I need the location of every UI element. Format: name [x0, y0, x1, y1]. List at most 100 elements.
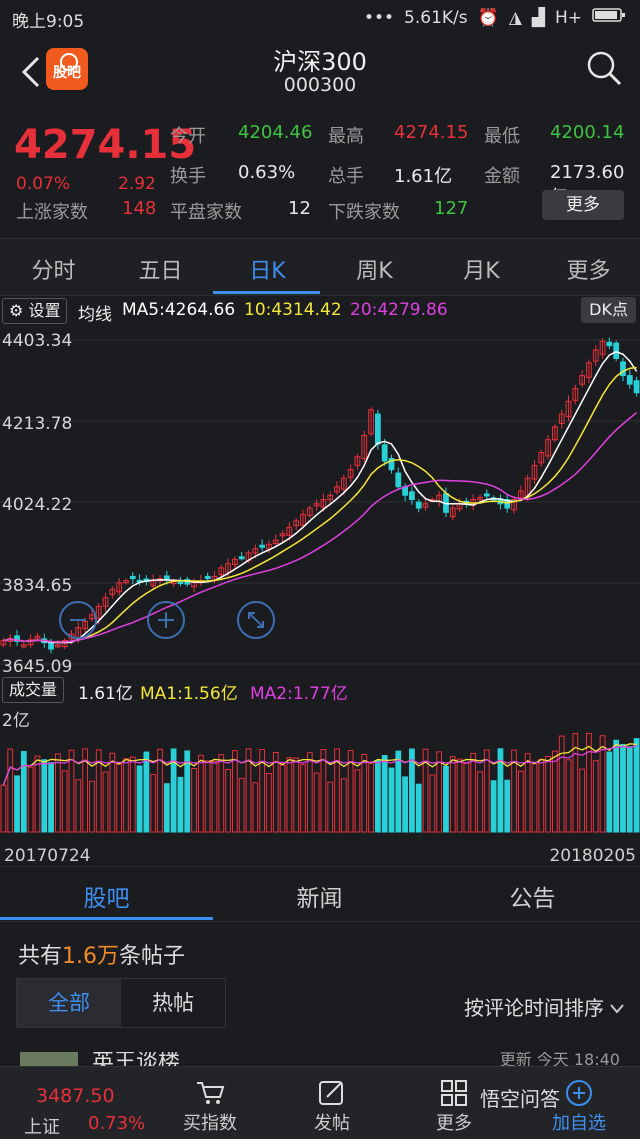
volume-bar-mark [279, 764, 286, 833]
tab-1[interactable]: 五日 [138, 259, 183, 284]
candle-body [320, 499, 327, 508]
volume-bar-mark [340, 778, 347, 833]
candle-body [14, 635, 20, 642]
kline-chart[interactable]: 4403.34 4213.78 4024.22 3834.65 3645.09 [0, 326, 640, 674]
volume-ma1: MA1:1.56亿 [140, 684, 238, 704]
candle-body [272, 539, 279, 545]
chart-settings-button[interactable]: ⚙ 设置 [2, 298, 68, 324]
candle-body [34, 635, 41, 639]
status-bar: 晚上9:05 ••• 5.61K/s ⏰ ◮ ▟ H+ [0, 0, 640, 34]
dk-point-button[interactable]: DK点 [581, 297, 636, 323]
volume-bar-mark [41, 759, 48, 833]
volume-bar-mark [599, 735, 606, 833]
volume-bar-mark [395, 750, 402, 833]
quote-value: 1.61亿 [394, 166, 453, 187]
index-name: 上证 [24, 1117, 60, 1138]
fullscreen-icon[interactable] [237, 601, 275, 639]
more-nav-button[interactable]: 更多 [414, 1067, 494, 1139]
index-change: 0.73% [88, 1113, 146, 1134]
volume-bar-mark [497, 748, 504, 833]
candle-body [327, 494, 334, 501]
volume-indicator-button[interactable]: 成交量 [2, 677, 65, 703]
volume-bar-mark [361, 753, 368, 833]
quote-label: 最高 [328, 126, 364, 147]
volume-chart[interactable]: 2亿 [0, 706, 640, 834]
volume-bar-mark [95, 749, 102, 833]
breadth-label: 下跌家数 [328, 202, 400, 223]
forum-tabs: 股吧 新闻 公告 [0, 866, 640, 922]
volume-bar-mark [245, 748, 252, 833]
candle-body [633, 380, 640, 394]
candle-body [504, 499, 511, 509]
volume-bar-mark [626, 746, 633, 833]
volume-bar-mark [327, 781, 334, 833]
candle-body [54, 644, 61, 648]
buy-index-button[interactable]: 买指数 [170, 1067, 250, 1139]
post-filter: 全部 热帖 [16, 978, 226, 1028]
post-preview[interactable]: 英王谈楼 更新 今天 18:40 [20, 1052, 620, 1066]
volume-y-tick: 2亿 [2, 711, 30, 731]
volume-bar-mark [48, 762, 54, 833]
volume-bar-mark [163, 783, 170, 833]
volume-bar-mark [586, 732, 592, 833]
volume-bar-mark [232, 750, 238, 833]
candle-body [483, 493, 490, 497]
candle-body [82, 620, 88, 630]
forum-tab-2[interactable]: 公告 [509, 886, 556, 912]
candle-body [266, 543, 272, 550]
cart-icon [197, 1082, 225, 1104]
breadth-value: 12 [288, 198, 311, 219]
back-icon[interactable] [14, 52, 50, 92]
forum-tab-0[interactable]: 股吧 [83, 886, 130, 912]
y-tick-label: 4213.78 [2, 414, 72, 434]
volume-bar-mark [436, 751, 443, 833]
volume-bar-mark [272, 752, 279, 833]
candle-body [0, 640, 7, 646]
guba-logo[interactable]: 股吧 [46, 48, 88, 90]
candle-body [334, 486, 340, 493]
active-tab-underline [213, 291, 320, 294]
candle-body [449, 507, 456, 518]
volume-bar-mark [490, 780, 497, 833]
zoom-out-icon[interactable] [59, 601, 97, 639]
candle-body [395, 472, 402, 488]
logo-ring-icon [60, 53, 78, 71]
index-ticker[interactable]: 3487.50 上证 0.73% [0, 1067, 160, 1139]
y-tick-label: 3834.65 [2, 576, 72, 596]
zoom-in-icon[interactable] [147, 601, 185, 639]
volume-bar-mark [429, 774, 436, 833]
quote-more-button[interactable]: 更多 [542, 190, 624, 220]
candle-body [313, 503, 320, 507]
volume-bar-mark [320, 749, 327, 833]
candle-body [286, 526, 293, 536]
post-button[interactable]: 发帖 [292, 1067, 372, 1139]
tab-0[interactable]: 分时 [31, 259, 76, 284]
volume-bar-mark [552, 750, 558, 833]
volume-ma2: MA2:1.77亿 [250, 684, 348, 704]
tab-3[interactable]: 周K [356, 259, 393, 284]
tab-2[interactable]: 日K [249, 259, 286, 284]
candle-body [558, 413, 565, 424]
filter-0[interactable]: 全部 [17, 979, 121, 1027]
forum-tab-1[interactable]: 新闻 [296, 886, 343, 912]
breadth-label: 上涨家数 [16, 202, 88, 223]
volume-bar-mark [381, 755, 388, 833]
volume-bar-mark [109, 752, 116, 833]
status-time: 晚上9:05 [12, 12, 85, 32]
date-end: 20180205 [549, 846, 636, 866]
add-watchlist-button[interactable]: 加自选 [536, 1067, 622, 1139]
search-icon[interactable] [586, 50, 622, 86]
tab-4[interactable]: 月K [463, 259, 500, 284]
candle-body [300, 513, 306, 526]
volume-bar-mark [402, 776, 408, 833]
volume-bar-mark [225, 768, 231, 833]
tab-5[interactable]: 更多 [566, 259, 611, 284]
candle-body [27, 639, 34, 646]
candle-body [116, 582, 123, 593]
volume-bar-mark [300, 764, 306, 833]
filter-1[interactable]: 热帖 [152, 991, 194, 1015]
candle-body [599, 340, 606, 355]
volume-bar-mark [477, 771, 483, 833]
volume-bar-mark [266, 773, 272, 833]
sort-selector[interactable]: 按评论时间排序 [464, 992, 624, 1021]
